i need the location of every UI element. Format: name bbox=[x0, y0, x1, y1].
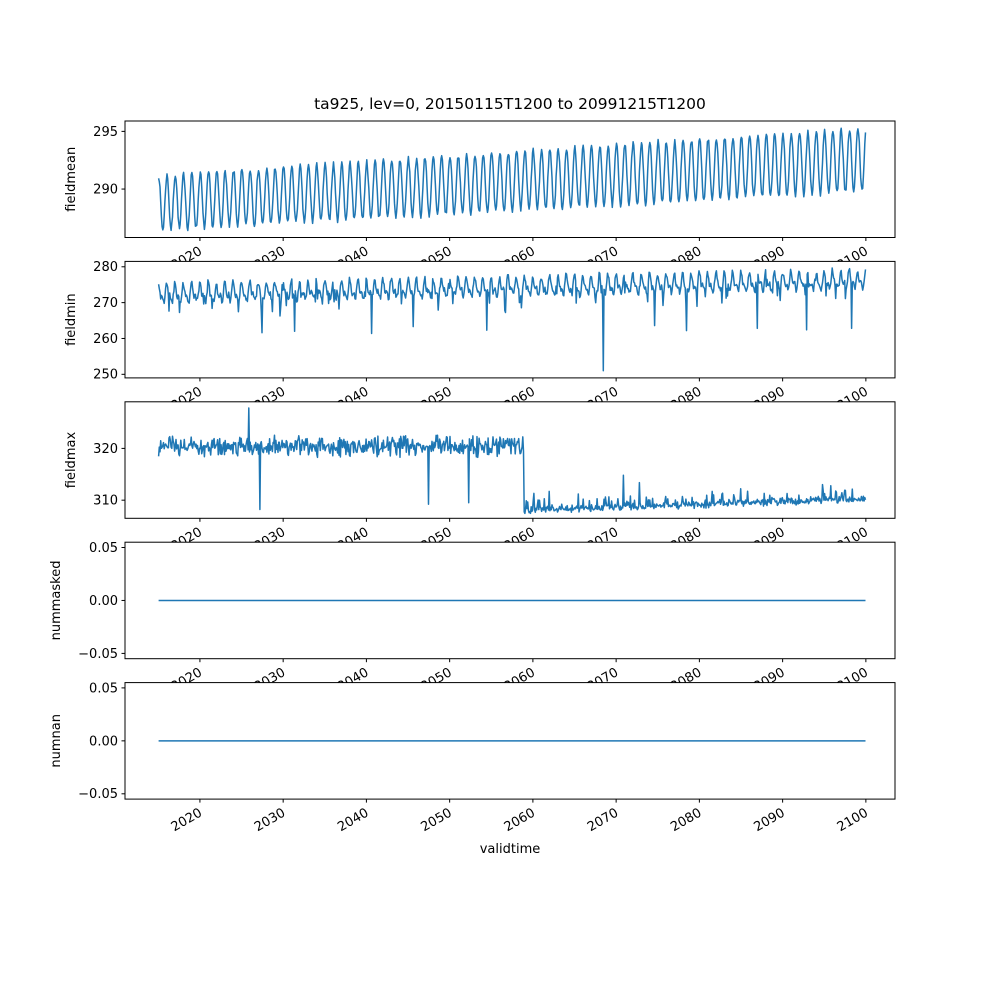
x-axis-label: validtime bbox=[479, 842, 541, 857]
ylabel-fieldmean: fieldmean bbox=[64, 147, 79, 212]
y-tick-label: −0.05 bbox=[78, 647, 118, 662]
x-tick-label: 2040 bbox=[335, 806, 371, 836]
x-tick-label: 2050 bbox=[418, 806, 454, 836]
subplot-numnan: 0.05 0.00 −0.05 numnan 2020 2030 2040 2050 2060 2… bbox=[49, 681, 896, 836]
y-tick-label: 270 bbox=[93, 296, 118, 311]
axes-frame bbox=[124, 260, 896, 379]
y-tick-label: 290 bbox=[93, 182, 118, 197]
x-tick-label: 2070 bbox=[585, 806, 621, 836]
y-tick-label: 295 bbox=[93, 125, 118, 140]
y-tick-label: 250 bbox=[93, 368, 118, 383]
x-tick-label: 2090 bbox=[751, 806, 787, 836]
y-tick-label: 0.00 bbox=[89, 594, 118, 609]
axes-background bbox=[125, 401, 895, 519]
y-tick-label: 280 bbox=[93, 260, 118, 275]
axes-frame bbox=[124, 120, 896, 238]
ylabel-numnan: numnan bbox=[49, 714, 64, 768]
y-tick-label: 0.05 bbox=[89, 541, 118, 556]
x-tick-label: 2080 bbox=[668, 806, 704, 836]
series-line-fieldmax bbox=[157, 407, 867, 515]
y-tick-label: 0.00 bbox=[89, 734, 118, 749]
x-tick-label: 2020 bbox=[169, 806, 205, 836]
series-line-fieldmean bbox=[157, 127, 867, 232]
y-tick-label: 260 bbox=[93, 332, 118, 347]
figure-title: ta925, lev=0, 20150115T1200 to 20991215T… bbox=[314, 95, 706, 113]
ylabel-fieldmin: fieldmin bbox=[64, 293, 79, 346]
axes-background bbox=[125, 261, 895, 378]
x-tick-label: 2100 bbox=[835, 806, 871, 836]
axes-frame bbox=[124, 401, 896, 519]
x-tick-label: 2030 bbox=[252, 806, 288, 836]
y-tick-label: 0.05 bbox=[89, 681, 118, 696]
series-line-fieldmin bbox=[157, 267, 867, 372]
ylabel-fieldmax: fieldmax bbox=[64, 432, 79, 489]
y-tick-label: 310 bbox=[93, 494, 118, 509]
y-tick-label: −0.05 bbox=[78, 787, 118, 802]
ylabel-nummasked: nummasked bbox=[49, 561, 64, 641]
x-tick-label: 2060 bbox=[502, 806, 538, 836]
y-tick-label: 320 bbox=[93, 442, 118, 457]
